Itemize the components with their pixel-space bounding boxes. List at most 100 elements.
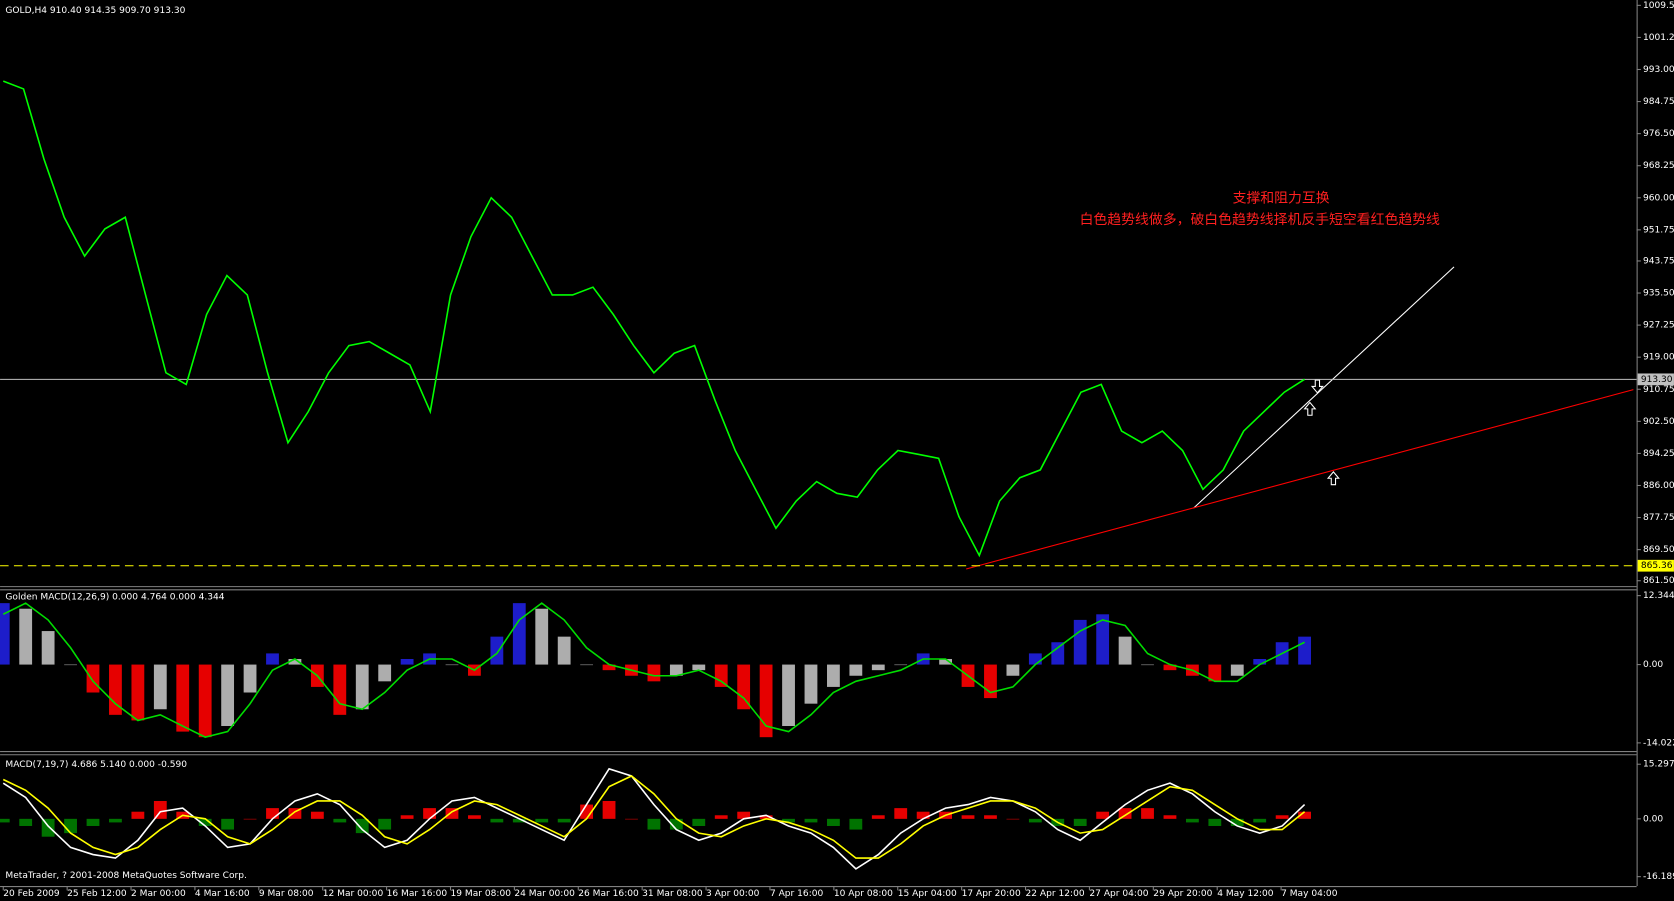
- y-tick-label: 935.50: [1643, 289, 1674, 299]
- x-tick-label: 3 Apr 00:00: [706, 889, 760, 899]
- histogram-bar: [1118, 808, 1132, 819]
- histogram-bar: [647, 818, 661, 830]
- histogram-bar: [1208, 664, 1222, 682]
- histogram-bar: [827, 664, 840, 687]
- histogram-bar: [198, 664, 212, 738]
- histogram-bar: [602, 664, 616, 671]
- x-tick-label: 24 Mar 00:00: [514, 889, 575, 899]
- histogram-bar: [557, 636, 571, 665]
- histogram-bar: [849, 664, 863, 676]
- x-tick-label: 19 Mar 08:00: [450, 889, 511, 899]
- histogram-bar: [1275, 815, 1289, 819]
- histogram-bar: [1298, 636, 1311, 665]
- histogram-bar: [19, 608, 33, 665]
- histogram-bar: [86, 664, 100, 693]
- histogram-bar: [41, 818, 55, 837]
- histogram-bar: [1163, 815, 1177, 819]
- histogram-bar: [1185, 818, 1199, 823]
- arrow-up: [1326, 471, 1340, 486]
- price-label: 865.36: [1641, 561, 1673, 571]
- y-tick-label: 993.00: [1643, 65, 1674, 75]
- x-tick-label: 25 Feb 12:00: [67, 889, 127, 899]
- histogram-bar: [333, 818, 347, 823]
- x-tick-label: 29 Apr 20:00: [1153, 889, 1212, 899]
- histogram-bar: [647, 664, 661, 682]
- histogram-bar: [198, 818, 212, 826]
- histogram-bar: [423, 808, 436, 819]
- price-label: 913.30: [1641, 375, 1673, 385]
- arrow-up: [1303, 401, 1317, 416]
- y-tick-label: 976.50: [1643, 129, 1674, 139]
- histogram-bar: [1028, 653, 1042, 665]
- annotation: 支撑和阻力互换: [1233, 190, 1330, 207]
- histogram-bar: [782, 818, 795, 823]
- histogram-bar: [64, 664, 77, 666]
- histogram-bar: [490, 636, 504, 665]
- histogram-bar: [19, 818, 33, 826]
- indicator-line: [2, 602, 1305, 738]
- histogram-bar: [692, 664, 706, 671]
- histogram-bar: [266, 653, 279, 665]
- y-tick-label: 927.25: [1643, 321, 1674, 331]
- y-tick-label: 12.344: [1643, 591, 1674, 601]
- histogram-bar: [1230, 818, 1244, 826]
- histogram-bar: [1096, 811, 1110, 819]
- histogram-bar: [759, 664, 773, 738]
- golden-macd-header: Golden MACD(12,26,9) 0.000 4.764 0.000 4…: [5, 592, 224, 602]
- histogram-bar: [153, 800, 167, 819]
- x-tick-label: 7 May 04:00: [1281, 889, 1338, 899]
- histogram-bar: [490, 818, 504, 823]
- histogram-bar: [939, 658, 952, 665]
- price-label-box: [1637, 559, 1674, 572]
- histogram-bar: [512, 818, 526, 823]
- x-tick-label: 17 Apr 20:00: [962, 889, 1021, 899]
- histogram-bar: [737, 664, 751, 710]
- x-tick-label: 22 Apr 12:00: [1026, 889, 1085, 899]
- y-tick-label: 902.50: [1643, 417, 1674, 427]
- histogram-bar: [714, 815, 728, 819]
- histogram-bar: [535, 608, 549, 665]
- y-tick-label: 0.00: [1643, 814, 1663, 824]
- x-tick-label: 4 Mar 16:00: [195, 889, 250, 899]
- y-tick-label: 894.25: [1643, 449, 1674, 459]
- histogram-bar: [153, 664, 167, 710]
- x-tick-label: 16 Mar 16:00: [387, 889, 448, 899]
- y-tick-label: 943.75: [1643, 256, 1674, 266]
- histogram-bar: [669, 818, 683, 830]
- histogram-bar: [1141, 664, 1154, 666]
- y-tick-label: -14.022: [1643, 738, 1674, 748]
- histogram-bar: [1006, 664, 1020, 676]
- x-tick-label: 15 Apr 04:00: [898, 889, 957, 899]
- histogram-bar: [1073, 818, 1087, 826]
- histogram-bar: [400, 658, 414, 665]
- histogram-bar: [131, 664, 145, 721]
- white-trendline: [1193, 266, 1455, 509]
- histogram-bar: [1253, 818, 1267, 823]
- histogram-bar: [894, 808, 908, 819]
- histogram-bar: [0, 603, 10, 665]
- x-tick-label: 27 Apr 04:00: [1089, 889, 1148, 899]
- histogram-bar: [625, 818, 638, 820]
- histogram-bar: [759, 815, 773, 819]
- histogram-bar: [355, 664, 369, 710]
- x-tick-label: 2 Mar 00:00: [131, 889, 186, 899]
- y-tick-label: 886.00: [1643, 481, 1674, 491]
- histogram-bar: [64, 818, 77, 834]
- histogram-bar: [1230, 664, 1244, 676]
- x-tick-label: 31 Mar 08:00: [642, 889, 703, 899]
- histogram-bar: [804, 664, 818, 704]
- histogram-bar: [1253, 658, 1267, 665]
- histogram-bar: [602, 800, 616, 819]
- histogram-bar: [1051, 642, 1065, 665]
- histogram-bar: [1006, 818, 1020, 820]
- histogram-bar: [0, 818, 10, 823]
- annotation: 白色趋势线做多，破白色趋势线择机反手短空看红色趋势线: [1080, 211, 1440, 228]
- y-tick-label: 861.50: [1643, 576, 1674, 586]
- price-line-series: [2, 80, 1306, 558]
- y-tick-label: 960.00: [1643, 193, 1674, 203]
- histogram-bar: [288, 808, 302, 819]
- histogram-bar: [243, 818, 257, 820]
- x-tick-label: 9 Mar 08:00: [259, 889, 314, 899]
